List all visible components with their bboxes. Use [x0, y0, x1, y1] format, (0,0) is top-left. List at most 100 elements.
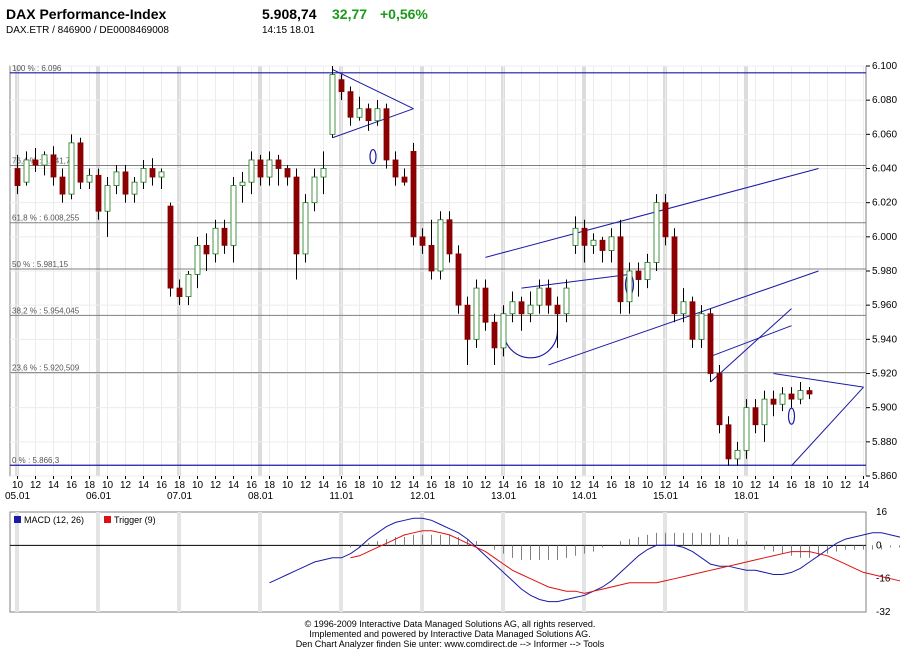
time-tick-label: 16 [786, 480, 798, 491]
candle-body-down [716, 373, 723, 426]
candle-body-up [572, 227, 579, 246]
fib-level-label: 23,6 % : 5.920,509 [12, 364, 80, 373]
candle-body-up [212, 227, 219, 255]
candle-body-up [41, 154, 48, 166]
candle-body-up [743, 407, 750, 451]
candle-body-down [725, 424, 732, 460]
price-tick-label: 5.900 [872, 403, 897, 414]
triangle-upper-line [773, 373, 864, 388]
price-tick-label: 6.040 [872, 164, 897, 175]
time-tick-label: 12 [120, 480, 132, 491]
candle-body-down [671, 236, 678, 315]
time-tick-label: 18 [264, 480, 276, 491]
macd-tick-label: 0 [876, 540, 882, 551]
trigger-legend-label: Trigger (9) [114, 515, 156, 525]
time-tick-label: 16 [606, 480, 618, 491]
time-tick-label: 10 [642, 480, 654, 491]
time-tick-label: 12 [750, 480, 762, 491]
candle-body-down [599, 239, 606, 251]
candle-body-down [545, 287, 552, 306]
candle-body-up [239, 181, 246, 186]
candle-body-down [707, 313, 714, 374]
candle-body-up [248, 159, 255, 183]
day-separator [258, 512, 262, 612]
macd-panel: 16 0 -16 -32 MACD (12, 26) Trigger (9) [9, 507, 900, 618]
time-tick-label: 12 [390, 480, 402, 491]
candle-body-down [428, 244, 435, 272]
candle-body-up [734, 449, 741, 460]
price-tick-label: 6.000 [872, 232, 897, 243]
time-tick-label: 14 [318, 480, 330, 491]
candle-body-down [221, 227, 228, 246]
candle-body-up [131, 181, 138, 195]
time-tick-label: 10 [462, 480, 474, 491]
candle-body-up [311, 176, 318, 204]
candle-body-up [266, 159, 273, 178]
candle-body-up [590, 239, 597, 246]
time-tick-label: 10 [282, 480, 294, 491]
time-tick-label: 18 [84, 480, 96, 491]
date-label: 06.01 [86, 491, 111, 502]
time-tick-label: 12 [300, 480, 312, 491]
candle-body-up [230, 185, 237, 246]
candle-body-down [77, 142, 84, 183]
candle-body-down [257, 159, 264, 178]
time-tick-label: 10 [12, 480, 24, 491]
candle-body-down [689, 301, 696, 340]
candle-body-up [329, 74, 336, 135]
price-axis: 6.100 6.080 6.060 6.040 6.020 6.000 5.980 5.960… [866, 61, 897, 482]
wedge-lower-line [710, 325, 792, 357]
candle-body-down [662, 202, 669, 238]
candle-body-down [455, 253, 462, 306]
price-change: 32,77 [332, 6, 368, 22]
chart-analyzer-link[interactable]: Den Chart Analyzer finden Sie unter: www… [295, 639, 605, 649]
fib-level-label: 50 % : 5.981,15 [12, 260, 69, 269]
time-tick-label: 16 [426, 480, 438, 491]
date-label: 05.01 [5, 491, 30, 502]
time-tick-label: 14 [408, 480, 420, 491]
price-change-percent: +0,56% [380, 6, 428, 22]
candle-body-down [419, 236, 426, 246]
time-tick-label: 10 [192, 480, 204, 491]
candle-body-up [698, 313, 705, 340]
candle-body-up [113, 171, 120, 186]
fib-level-label: 0 % : 5.866,3 [12, 456, 60, 465]
time-tick-label: 18 [354, 480, 366, 491]
candle-body-down [491, 321, 498, 349]
candle-body-up [626, 270, 633, 303]
time-tick-label: 12 [480, 480, 492, 491]
macd-plot-frame [9, 511, 867, 613]
candle-body-down [293, 176, 300, 255]
candle-body-down [554, 304, 561, 315]
candle-body-down [383, 108, 390, 161]
time-tick-label: 14 [588, 480, 600, 491]
time-tick-label: 14 [228, 480, 240, 491]
candle-body-down [203, 244, 210, 255]
candle-body-down [581, 227, 588, 246]
candle-body-up [536, 287, 543, 306]
time-tick-label: 16 [336, 480, 348, 491]
candle-body-down [788, 393, 795, 400]
time-axis: 10 12 14 16 18 10 12 14 16 18 10 12 14 16 18 10 12 14 16 18… [5, 476, 869, 502]
price-tick-label: 5.980 [872, 266, 897, 277]
candle-body-down [365, 108, 372, 122]
time-tick-label: 18 [534, 480, 546, 491]
candle-body-down [446, 219, 453, 255]
quote-timestamp: 14:15 18.01 [262, 25, 315, 36]
candle-body-up [500, 313, 507, 349]
time-tick-label: 10 [732, 480, 744, 491]
time-tick-label: 14 [768, 480, 780, 491]
candle-body-up [140, 168, 147, 183]
candle-body-up [473, 287, 480, 340]
day-separator [96, 512, 100, 612]
macd-tick-label: 16 [876, 507, 888, 518]
instrument-title: DAX Performance-Index [6, 6, 167, 22]
copyright-line: © 1996-2009 Interactive Data Managed Sol… [304, 619, 596, 629]
candle-body-down [149, 168, 156, 178]
price-tick-label: 6.080 [872, 95, 897, 106]
candle-body-down [50, 154, 57, 178]
price-tick-label: 5.940 [872, 334, 897, 345]
candle-body-down [347, 91, 354, 118]
candle-body-down [338, 79, 345, 93]
